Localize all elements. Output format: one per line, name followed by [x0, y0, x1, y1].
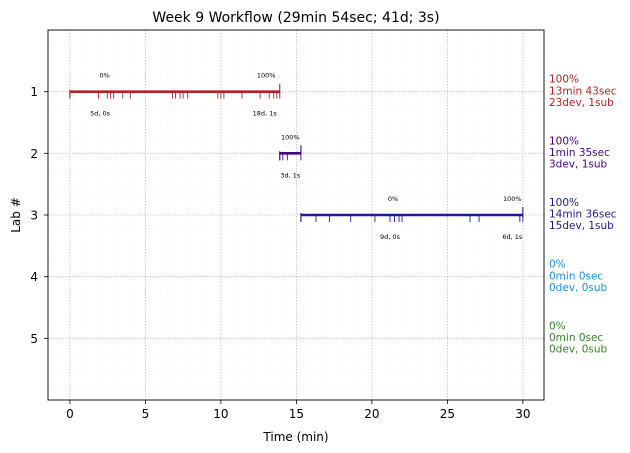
lab-side-label: 100% [549, 74, 579, 86]
bar-annotation: 18d, 1s [253, 110, 278, 118]
lab-side-label: 15dev, 1sub [549, 220, 614, 232]
axis-layer: 0 5 10 15 20 25 30 1 2 3 4 5 [30, 85, 530, 421]
lab-side-label: 14min 36sec [549, 209, 617, 221]
annotations-layer: 0% 5d, 0s 100% 18d, 1s 100% 3d, 1s 0% 9d, 0s 100… [90, 72, 523, 241]
x-tick-label: 5 [142, 407, 150, 421]
y-tick-label: 2 [30, 147, 38, 161]
x-axis-title: Time (min) [262, 430, 328, 444]
bar-annotation: 0% [388, 195, 398, 203]
lab-side-label: 0% [549, 259, 566, 271]
bar-annotation: 100% [257, 72, 276, 80]
lab-side-label: 0dev, 0sub [549, 344, 608, 356]
lab-side-label: 100% [549, 135, 579, 147]
bar-annotation: 6d, 1s [502, 233, 523, 241]
y-tick-label: 5 [30, 332, 38, 346]
x-tick-label: 15 [289, 407, 304, 421]
bar-annotation: 5d, 0s [90, 110, 111, 118]
lab-side-label: 1min 35sec [549, 147, 610, 159]
bar-annotation: 100% [281, 133, 300, 141]
x-tick-label: 30 [515, 407, 530, 421]
x-tick-label: 20 [364, 407, 379, 421]
bar-annotation: 3d, 1s [280, 171, 301, 179]
lab-side-label: 0dev, 0sub [549, 282, 608, 294]
lab-side-label: 100% [549, 197, 579, 209]
bar-annotation: 100% [503, 195, 522, 203]
lab-side-label: 3dev, 1sub [549, 159, 608, 171]
y-tick-label: 3 [30, 209, 38, 223]
lab-side-label: 0% [549, 320, 566, 332]
y-tick-label: 4 [30, 270, 38, 284]
lab-side-label: 0min 0sec [549, 332, 603, 344]
lab-side-label: 13min 43sec [549, 85, 617, 97]
chart-title: Week 9 Workflow (29min 54sec; 41d; 3s) [152, 10, 439, 26]
bar-annotation: 0% [99, 72, 109, 80]
x-tick-label: 25 [440, 407, 455, 421]
x-tick-label: 0 [66, 407, 74, 421]
lab-side-label: 0min 0sec [549, 270, 603, 282]
x-tick-label: 10 [213, 407, 228, 421]
lab-side-label: 23dev, 1sub [549, 97, 614, 109]
bars-layer [69, 83, 524, 222]
y-tick-label: 1 [30, 85, 38, 99]
y-axis-title: Lab # [9, 197, 23, 233]
bar-annotation: 9d, 0s [380, 233, 401, 241]
